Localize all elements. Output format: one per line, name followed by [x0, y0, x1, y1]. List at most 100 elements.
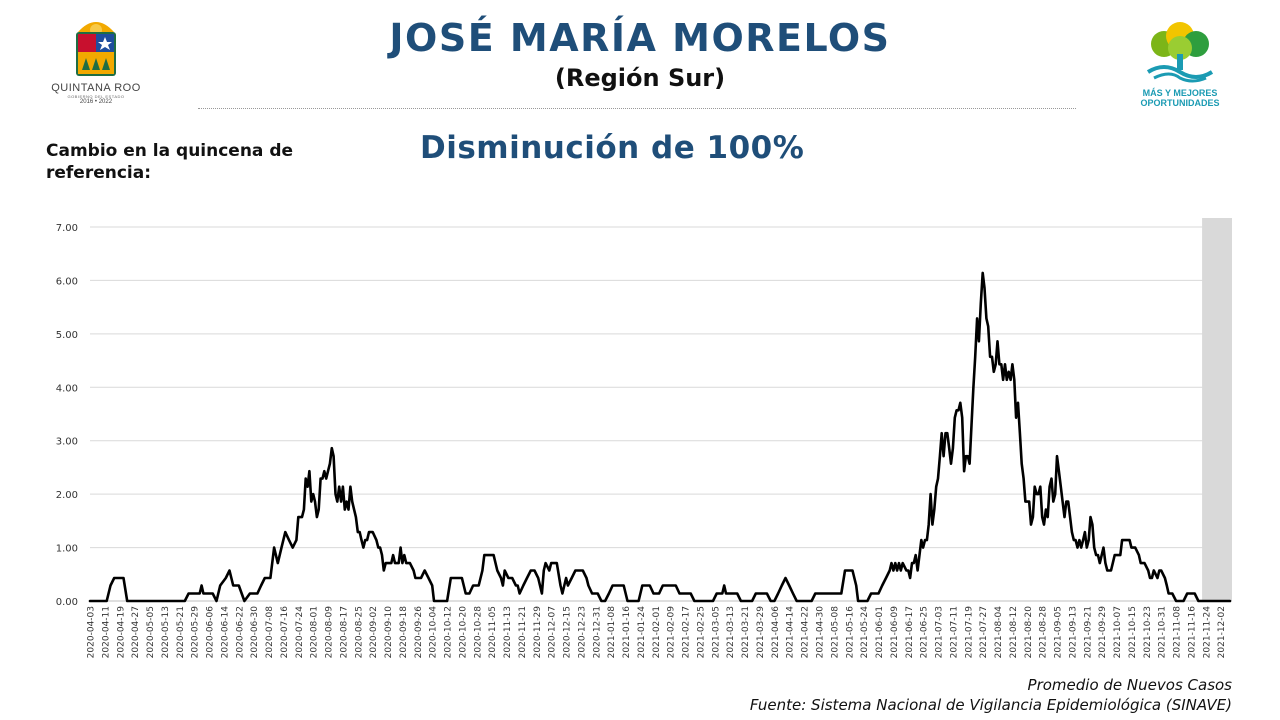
x-tick-label: 2020-09-02: [369, 606, 379, 658]
x-tick-label: 2020-08-17: [339, 606, 349, 658]
x-tick-label: 2021-03-29: [756, 606, 766, 659]
x-tick-label: 2021-04-30: [816, 606, 826, 659]
x-tick-label: 2021-10-15: [1128, 606, 1138, 658]
left-logo-years: 2016 • 2022: [79, 99, 113, 105]
x-tick-label: 2020-10-12: [444, 606, 454, 658]
x-tick-label: 2021-03-21: [741, 606, 751, 658]
x-tick-label: 2021-06-17: [905, 606, 915, 658]
x-tick-label: 2021-10-31: [1158, 606, 1168, 658]
right-logo-line2: OPORTUNIDADES: [1140, 98, 1220, 108]
x-tick-label: 2021-09-05: [1054, 606, 1064, 658]
left-logo-sub: GOBIERNO DEL ESTADO: [67, 94, 125, 99]
x-tick-label: 2021-07-11: [949, 606, 959, 658]
x-tick-label: 2021-10-07: [1113, 606, 1123, 658]
x-tick-label: 2021-04-22: [801, 606, 811, 658]
x-tick-label: 2020-06-30: [250, 606, 260, 659]
right-logo-line1: MÁS Y MEJORES: [1142, 88, 1218, 98]
x-tick-label: 2020-04-27: [131, 606, 141, 658]
x-tick-label: 2021-02-09: [667, 606, 677, 659]
x-tick-label: 2021-02-17: [682, 606, 692, 658]
x-tick-label: 2020-12-07: [548, 606, 558, 658]
x-tick-label: 2020-11-29: [533, 606, 543, 659]
y-tick-label: 6.00: [56, 276, 78, 287]
shaded-region: [1202, 218, 1232, 601]
x-tick-label: 2020-12-15: [563, 606, 573, 658]
x-tick-label: 2020-08-25: [354, 606, 364, 658]
quintana-roo-logo: QUINTANA ROO GOBIERNO DEL ESTADO 2016 • …: [40, 18, 152, 114]
x-tick-label: 2020-11-05: [488, 606, 498, 658]
change-label: Cambio en la quincena de referencia:: [46, 141, 294, 183]
x-tick-label: 2020-06-14: [220, 606, 230, 659]
x-tick-label: 2021-08-20: [1024, 606, 1034, 659]
x-tick-label: 2020-09-10: [384, 606, 394, 659]
x-tick-label: 2020-08-01: [310, 606, 320, 658]
x-tick-label: 2021-11-16: [1187, 606, 1197, 659]
x-tick-label: 2021-09-29: [1098, 606, 1108, 659]
x-tick-label: 2020-12-23: [577, 606, 587, 658]
x-tick-label: 2020-12-31: [592, 606, 602, 658]
x-tick-label: 2021-05-24: [860, 606, 870, 659]
x-tick-label: 2020-10-20: [458, 606, 468, 659]
x-tick-label: 2020-10-28: [473, 606, 483, 659]
x-tick-label: 2020-11-21: [518, 606, 528, 658]
change-value: Disminución de 100%: [420, 130, 805, 166]
x-tick-label: 2020-04-03: [87, 606, 97, 658]
x-tick-label: 2021-06-09: [890, 606, 900, 659]
x-tick-label: 2021-08-28: [1039, 606, 1049, 659]
x-tick-label: 2021-10-23: [1143, 606, 1153, 658]
x-tick-label: 2021-01-16: [622, 606, 632, 659]
x-tick-label: 2020-06-22: [235, 606, 245, 658]
x-tick-label: 2021-07-03: [935, 606, 945, 658]
x-tick-label: 2020-09-18: [399, 606, 409, 659]
x-tick-label: 2020-07-16: [280, 606, 290, 659]
x-tick-label: 2021-05-08: [830, 606, 840, 659]
x-tick-label: 2021-02-25: [696, 606, 706, 658]
x-tick-label: 2020-06-06: [206, 606, 216, 659]
x-tick-label: 2021-09-21: [1083, 606, 1093, 658]
left-logo-name: QUINTANA ROO: [51, 82, 141, 94]
page-title: JOSÉ MARÍA MORELOS: [389, 16, 891, 60]
x-tick-label: 2021-04-14: [786, 606, 796, 659]
coat-of-arms-icon: [76, 22, 116, 76]
x-tick-label: 2021-12-02: [1217, 606, 1227, 658]
x-tick-label: 2021-05-16: [845, 606, 855, 659]
x-tick-label: 2020-05-29: [191, 606, 201, 659]
series-caption: Promedio de Nuevos Casos: [1027, 676, 1232, 694]
x-tick-label: 2021-01-08: [607, 606, 617, 659]
x-tick-label: 2020-04-19: [116, 606, 126, 659]
x-tick-label: 2021-04-06: [771, 606, 781, 659]
y-tick-label: 5.00: [56, 330, 78, 341]
x-tick-label: 2020-05-21: [176, 606, 186, 658]
x-tick-label: 2021-09-13: [1068, 606, 1078, 658]
x-tick-label: 2021-02-01: [652, 606, 662, 658]
x-tick-label: 2021-08-12: [1009, 606, 1019, 658]
x-tick-label: 2021-11-24: [1202, 606, 1212, 659]
x-tick-label: 2020-11-13: [503, 606, 513, 658]
tree-icon: [1146, 22, 1214, 83]
x-tick-label: 2021-06-01: [875, 606, 885, 658]
x-tick-label: 2020-08-09: [325, 606, 335, 659]
source-caption: Fuente: Sistema Nacional de Vigilancia E…: [749, 696, 1232, 714]
y-tick-label: 2.00: [56, 490, 78, 501]
y-tick-label: 7.00: [56, 223, 78, 234]
y-tick-label: 4.00: [56, 383, 78, 394]
x-tick-label: 2020-07-08: [265, 606, 275, 659]
x-tick-label: 2020-10-04: [429, 606, 439, 659]
x-tick-label: 2020-09-26: [414, 606, 424, 659]
header-divider: [198, 108, 1076, 109]
series-line: [88, 271, 1232, 603]
x-tick-label: 2020-05-13: [161, 606, 171, 658]
y-tick-label: 1.00: [56, 544, 78, 555]
y-tick-label: 0.00: [56, 597, 78, 608]
x-tick-label: 2021-07-19: [964, 606, 974, 659]
y-tick-label: 3.00: [56, 437, 78, 448]
x-tick-label: 2020-04-11: [101, 606, 111, 658]
x-tick-label: 2020-07-24: [295, 606, 305, 659]
x-tick-label: 2021-03-05: [711, 606, 721, 658]
x-tick-label: 2021-07-27: [979, 606, 989, 658]
x-tick-label: 2020-05-05: [146, 606, 156, 658]
x-tick-label: 2021-03-13: [726, 606, 736, 658]
x-tick-label: 2021-11-08: [1173, 606, 1183, 659]
oportunidades-logo: MÁS Y MEJORES OPORTUNIDADES: [1126, 22, 1234, 114]
